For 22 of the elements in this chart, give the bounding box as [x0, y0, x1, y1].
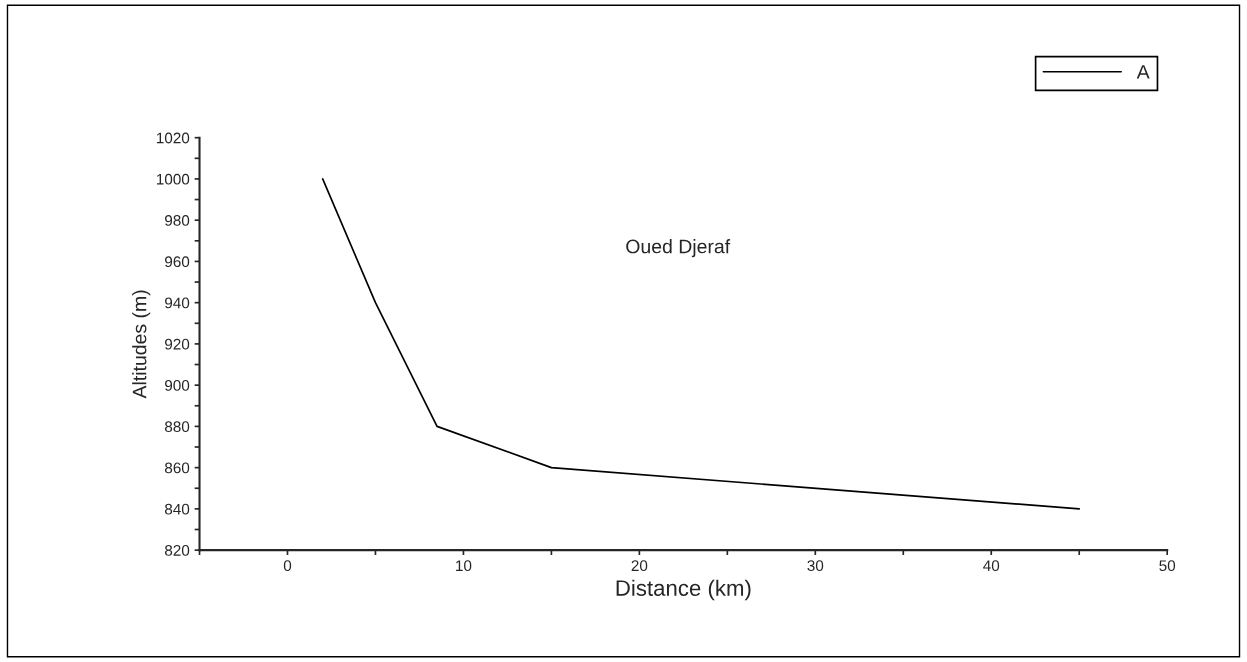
- x-tick-label: 50: [1159, 560, 1176, 572]
- y-axis-title: Altitudes (m): [132, 290, 151, 399]
- y-tick-label: 840: [164, 503, 190, 515]
- x-axis-title: Distance (km): [616, 579, 751, 601]
- y-tick-label: 820: [164, 544, 190, 556]
- y-tick-label: 1000: [156, 173, 190, 185]
- annotation: Oued Djeraf: [626, 239, 731, 258]
- x-tick-label: 0: [283, 560, 292, 572]
- y-tick-label: 960: [165, 256, 190, 268]
- y-tick-label: 1020: [156, 132, 190, 144]
- y-tick-label: 940: [165, 297, 190, 309]
- legend-label: A: [1136, 65, 1150, 79]
- line-series: [321, 178, 1081, 510]
- x-tick-label: 30: [807, 560, 824, 572]
- y-tick-label: 900: [165, 380, 190, 391]
- x-tick-label: 20: [631, 560, 648, 572]
- y-tick-label: 880: [164, 421, 190, 433]
- x-tick-label: 40: [983, 560, 1000, 572]
- y-tick-label: 920: [165, 338, 190, 350]
- y-tick-label: 860: [164, 462, 190, 474]
- y-tick-label: 980: [165, 215, 190, 226]
- x-tick-label: 10: [456, 560, 472, 572]
